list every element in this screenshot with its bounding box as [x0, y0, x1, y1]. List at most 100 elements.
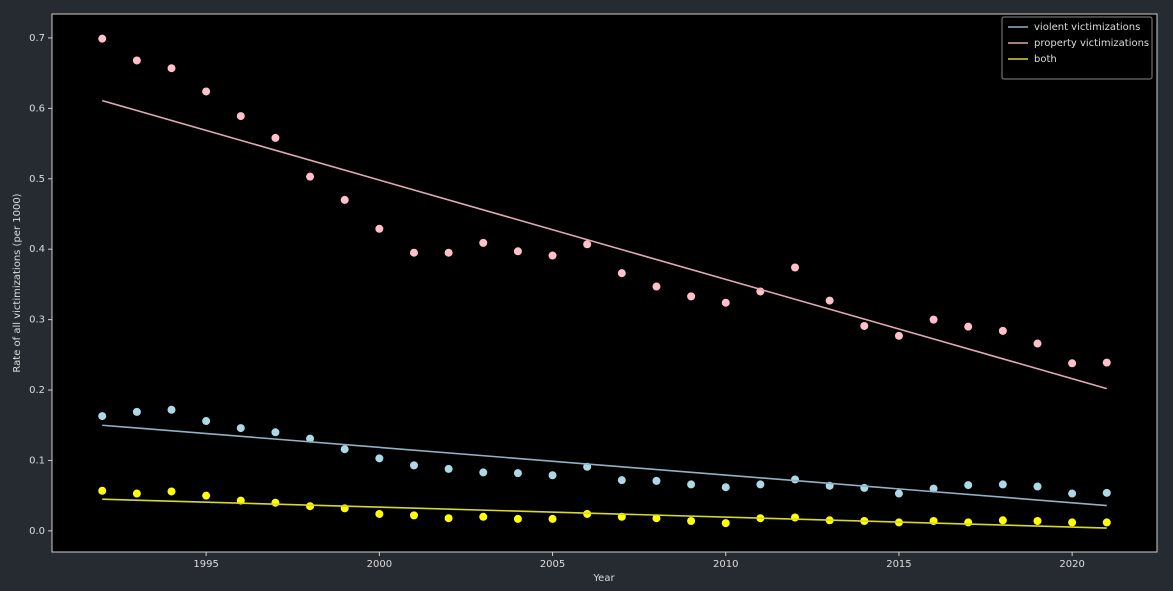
point	[964, 322, 973, 331]
x-tick-label: 2000	[367, 559, 392, 570]
legend-label: both	[1034, 54, 1057, 65]
point	[444, 464, 453, 473]
point	[271, 498, 280, 507]
point	[998, 516, 1007, 525]
point	[1033, 339, 1042, 348]
point	[479, 468, 488, 477]
point	[964, 518, 973, 527]
x-tick-label: 2005	[540, 559, 565, 570]
point	[132, 407, 141, 416]
point	[306, 434, 315, 443]
point	[1068, 518, 1077, 527]
point	[409, 461, 418, 470]
y-tick-label: 0.6	[29, 103, 45, 114]
point	[687, 517, 696, 526]
x-tick-label: 2020	[1059, 559, 1084, 570]
point	[306, 502, 315, 511]
x-axis-label: Year	[592, 573, 615, 584]
point	[479, 512, 488, 521]
y-tick-label: 0.3	[29, 315, 45, 326]
point	[306, 172, 315, 181]
trend-line	[102, 424, 1107, 507]
point	[513, 469, 522, 478]
point	[202, 87, 211, 96]
point	[1033, 517, 1042, 526]
legend-box	[1001, 16, 1153, 80]
point	[1033, 482, 1042, 491]
point	[340, 195, 349, 204]
y-axis-label: Rate of all victimizations (per 1000)	[12, 193, 23, 372]
x-tick-label: 1995	[193, 559, 218, 570]
point	[479, 238, 488, 247]
point	[202, 417, 211, 426]
point	[236, 424, 245, 433]
point	[791, 513, 800, 522]
point	[721, 483, 730, 492]
point	[1068, 359, 1077, 368]
point	[132, 56, 141, 65]
point	[548, 471, 557, 480]
point	[340, 445, 349, 454]
trend-line	[102, 498, 1107, 529]
point	[1102, 488, 1111, 497]
y-tick-label: 0.7	[29, 33, 45, 44]
point	[652, 282, 661, 291]
y-tick-label: 0.0	[29, 526, 45, 537]
point	[98, 34, 107, 43]
point	[375, 224, 384, 233]
point	[409, 511, 418, 520]
point	[375, 509, 384, 518]
point	[167, 64, 176, 73]
x-tick-label: 2010	[713, 559, 738, 570]
point	[721, 519, 730, 528]
point	[583, 509, 592, 518]
point	[548, 251, 557, 260]
point	[652, 514, 661, 523]
point	[1102, 358, 1111, 367]
plot-area	[51, 13, 1158, 553]
point	[583, 240, 592, 249]
point	[513, 247, 522, 256]
point	[236, 112, 245, 121]
point	[444, 514, 453, 523]
point	[860, 483, 869, 492]
point	[964, 481, 973, 490]
y-tick-label: 0.4	[29, 244, 45, 255]
point	[791, 475, 800, 484]
point	[375, 454, 384, 463]
point	[98, 412, 107, 421]
point	[687, 480, 696, 489]
point	[687, 292, 696, 301]
point	[132, 489, 141, 498]
trend-line	[102, 99, 1107, 390]
point	[513, 514, 522, 523]
point	[998, 326, 1007, 335]
point	[617, 269, 626, 278]
point	[548, 514, 557, 523]
point	[998, 480, 1007, 489]
point	[929, 315, 938, 324]
point	[894, 489, 903, 498]
point	[271, 133, 280, 142]
point	[167, 405, 176, 414]
legend-label: property victimizations	[1034, 38, 1149, 49]
point	[98, 486, 107, 495]
point	[409, 248, 418, 257]
point	[721, 298, 730, 307]
y-tick-label: 0.1	[29, 455, 45, 466]
legend-label: violent victimizations	[1034, 22, 1140, 33]
point	[167, 487, 176, 496]
point	[791, 263, 800, 272]
y-tick-label: 0.2	[29, 385, 45, 396]
point	[444, 248, 453, 257]
point	[202, 491, 211, 500]
point	[1102, 518, 1111, 527]
point	[271, 428, 280, 437]
y-tick-label: 0.5	[29, 174, 45, 185]
point	[1068, 489, 1077, 498]
point	[617, 476, 626, 485]
point	[756, 480, 765, 489]
point	[860, 321, 869, 330]
point	[894, 331, 903, 340]
